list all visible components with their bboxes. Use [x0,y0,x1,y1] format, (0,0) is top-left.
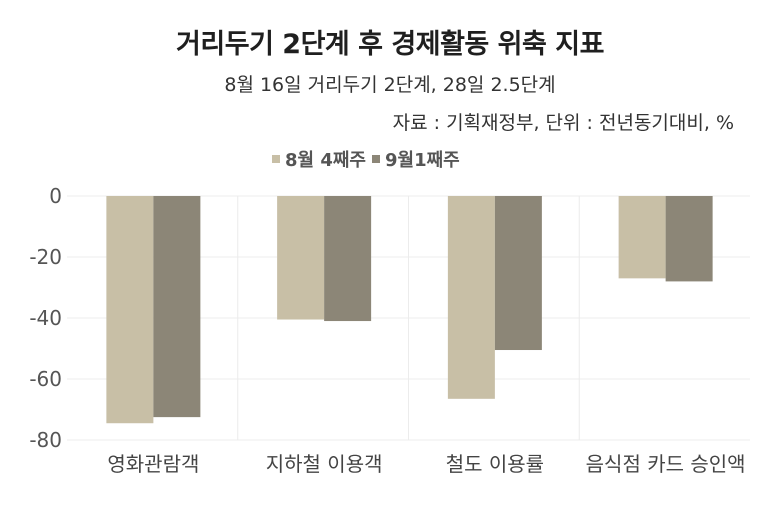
legend-label-series-2: 9월1째주 [385,150,460,171]
legend-label-series-1: 8월 4째주 [285,150,366,171]
y-tick-label: -40 [29,306,62,330]
bar-2-3 [494,196,542,351]
bar-1-4 [618,196,666,279]
y-tick-label: -60 [29,367,62,391]
chart-subtitle: 8월 16일 거리두기 2단계, 28일 2.5단계 [224,74,556,96]
bar-1-1 [106,196,154,424]
y-tick-label: -80 [29,428,62,452]
x-category-label: 영화관람객 [107,452,199,476]
bars [106,196,713,424]
bar-1-2 [277,196,325,320]
chart-title: 거리두기 2단계 후 경제활동 위축 지표 [176,29,604,60]
x-category-label: 철도 이용률 [446,452,544,476]
x-category-label: 음식점 카드 승인액 [586,452,746,476]
axes: 0 -20 -40 -60 -80 영화관람객 지하철 이용객 철도 이용률 음식점 카드 승인… [29,184,745,476]
bar-1-3 [447,196,495,399]
y-tick-label: 0 [49,184,62,208]
legend-item-series-1: 8월 4째주 [272,146,366,172]
x-category-label: 지하철 이용객 [266,452,383,476]
y-tick-label: -20 [29,245,62,269]
legend-item-series-2: 9월1째주 [372,146,460,172]
bar-2-1 [153,196,201,418]
bar-2-2 [324,196,372,322]
source-note: 자료 : 기획재정부, 단위 : 전년동기대비, % [392,112,734,134]
legend: 8월 4째주 9월1째주 [272,146,460,172]
legend-swatch-series-2 [372,155,380,163]
bar-2-4 [665,196,713,282]
legend-swatch-series-1 [272,155,280,163]
